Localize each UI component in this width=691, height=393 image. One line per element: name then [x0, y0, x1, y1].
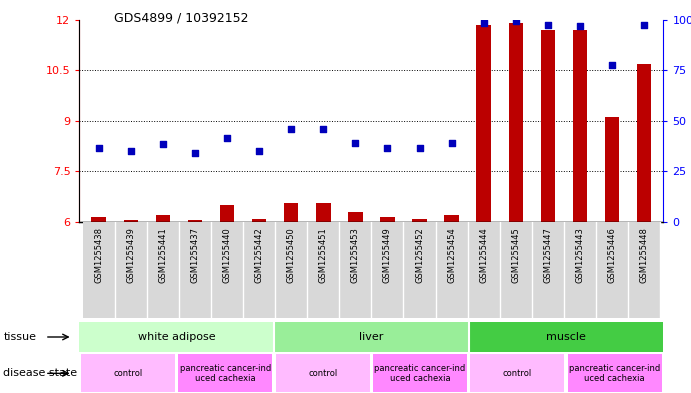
Text: GSM1255446: GSM1255446 — [607, 227, 616, 283]
Bar — [532, 222, 564, 318]
Point — [285, 126, 296, 132]
Bar — [79, 322, 274, 352]
Text: GSM1255454: GSM1255454 — [447, 227, 456, 283]
Point — [638, 22, 650, 28]
Bar — [146, 222, 179, 318]
Bar — [596, 222, 628, 318]
Bar — [274, 322, 468, 352]
Text: pancreatic cancer-ind
uced cachexia: pancreatic cancer-ind uced cachexia — [375, 364, 466, 383]
Bar — [155, 215, 170, 222]
Text: control: control — [113, 369, 143, 378]
Text: muscle: muscle — [546, 332, 586, 342]
Text: disease state: disease state — [3, 368, 77, 378]
Text: control: control — [308, 369, 337, 378]
Text: GSM1255439: GSM1255439 — [126, 227, 135, 283]
Text: GSM1255437: GSM1255437 — [191, 227, 200, 283]
Text: GSM1255447: GSM1255447 — [543, 227, 552, 283]
Bar — [220, 205, 234, 222]
Text: GSM1255448: GSM1255448 — [640, 227, 649, 283]
Text: GSM1255452: GSM1255452 — [415, 227, 424, 283]
Text: white adipose: white adipose — [138, 332, 216, 342]
Bar — [371, 222, 404, 318]
Bar — [252, 219, 266, 222]
Point — [478, 20, 489, 26]
Bar — [91, 217, 106, 222]
Bar — [81, 354, 175, 392]
Text: GSM1255445: GSM1255445 — [511, 227, 520, 283]
Point — [222, 134, 233, 141]
Point — [510, 18, 521, 24]
Bar — [124, 220, 138, 222]
Text: GSM1255451: GSM1255451 — [319, 227, 328, 283]
Bar — [573, 30, 587, 222]
Point — [607, 62, 618, 68]
Point — [318, 126, 329, 132]
Text: GSM1255444: GSM1255444 — [479, 227, 489, 283]
Bar — [500, 222, 532, 318]
Point — [350, 140, 361, 146]
Text: GSM1255443: GSM1255443 — [576, 227, 585, 283]
Bar — [83, 222, 115, 318]
Bar — [628, 222, 660, 318]
Bar — [540, 30, 555, 222]
Point — [189, 150, 200, 156]
Bar — [211, 222, 243, 318]
Bar — [477, 25, 491, 222]
Bar — [348, 212, 363, 222]
Bar — [284, 204, 299, 222]
Point — [382, 145, 393, 151]
Text: tissue: tissue — [3, 332, 37, 342]
Bar — [468, 322, 663, 352]
Text: GSM1255440: GSM1255440 — [223, 227, 231, 283]
Bar — [380, 217, 395, 222]
Bar — [564, 222, 596, 318]
Text: GSM1255450: GSM1255450 — [287, 227, 296, 283]
Text: control: control — [503, 369, 532, 378]
Text: GSM1255449: GSM1255449 — [383, 227, 392, 283]
Point — [254, 148, 265, 154]
Bar — [276, 354, 370, 392]
Bar — [275, 222, 307, 318]
Bar — [468, 222, 500, 318]
Bar — [605, 118, 619, 222]
Text: GDS4899 / 10392152: GDS4899 / 10392152 — [114, 12, 249, 25]
Bar — [568, 354, 662, 392]
Bar — [339, 222, 371, 318]
Text: GSM1255442: GSM1255442 — [254, 227, 264, 283]
Bar — [188, 220, 202, 222]
Point — [574, 23, 585, 29]
Text: pancreatic cancer-ind
uced cachexia: pancreatic cancer-ind uced cachexia — [180, 364, 271, 383]
Text: GSM1255438: GSM1255438 — [94, 227, 103, 283]
Point — [542, 22, 553, 28]
Point — [158, 141, 169, 148]
Bar — [178, 354, 272, 392]
Point — [446, 140, 457, 146]
Text: pancreatic cancer-ind
uced cachexia: pancreatic cancer-ind uced cachexia — [569, 364, 661, 383]
Bar — [316, 204, 330, 222]
Point — [414, 145, 425, 151]
Bar — [435, 222, 468, 318]
Bar — [444, 215, 459, 222]
Point — [125, 148, 136, 154]
Bar — [509, 23, 523, 222]
Text: GSM1255441: GSM1255441 — [158, 227, 167, 283]
Text: GSM1255453: GSM1255453 — [351, 227, 360, 283]
Bar — [115, 222, 146, 318]
Bar — [373, 354, 467, 392]
Bar — [413, 219, 427, 222]
Bar — [179, 222, 211, 318]
Bar — [404, 222, 435, 318]
Bar — [307, 222, 339, 318]
Point — [93, 145, 104, 151]
Text: liver: liver — [359, 332, 384, 342]
Bar — [243, 222, 275, 318]
Bar — [471, 354, 565, 392]
Bar — [637, 64, 652, 222]
